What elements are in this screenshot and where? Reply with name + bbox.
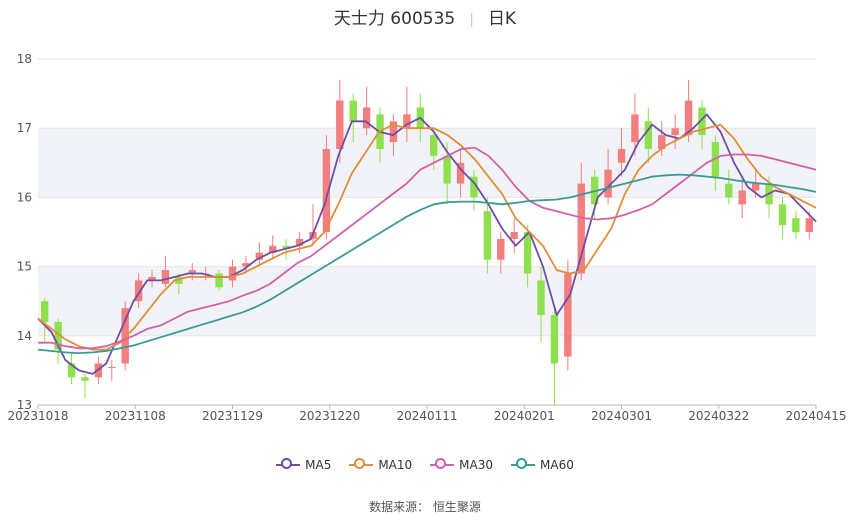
candle-body	[604, 169, 612, 198]
candle-body	[658, 135, 666, 149]
grid-band	[38, 128, 816, 198]
candle-body	[456, 162, 465, 184]
data-source: 数据来源： 恒生聚源	[0, 498, 850, 515]
legend-label-ma10: MA10	[378, 458, 413, 472]
candle-body	[805, 218, 813, 232]
chart-title: 天士力 600535 | 日K	[0, 4, 850, 29]
candle-body	[523, 232, 532, 274]
y-tick-label: 13	[17, 398, 32, 412]
candle-body	[751, 183, 760, 191]
candle-body	[510, 232, 518, 239]
candle-body	[41, 301, 49, 322]
candle-body	[537, 280, 545, 316]
candle-body	[148, 276, 156, 281]
y-tick-label: 18	[17, 52, 32, 66]
legend-swatch-ma30	[430, 458, 455, 472]
y-tick-label: 15	[17, 260, 32, 274]
candle-body	[188, 270, 196, 274]
candle-body	[349, 100, 357, 122]
legend-swatch-ma5	[276, 458, 301, 472]
period-label: 日K	[487, 9, 517, 29]
y-tick-label: 16	[17, 190, 32, 204]
legend-swatch-ma10	[349, 458, 374, 472]
legend-label-ma60: MA60	[540, 458, 574, 472]
candle-body	[403, 114, 411, 129]
legend-item-ma60[interactable]: MA60	[511, 458, 574, 472]
candle-body	[67, 363, 76, 378]
candle-body	[550, 315, 559, 364]
series-line-ma60	[37, 173, 817, 355]
series-line-ma30	[38, 146, 817, 350]
x-tick-label: 20240301	[591, 409, 652, 423]
x-tick-label: 20231018	[7, 409, 68, 423]
candle-body	[631, 114, 639, 143]
legend-label-ma5: MA5	[305, 458, 332, 472]
legend-dot-ma5	[281, 458, 293, 469]
title-separator: |	[469, 12, 474, 28]
x-tick-label: 20231129	[202, 409, 263, 423]
candle-body	[778, 204, 787, 226]
candle-body	[564, 273, 572, 357]
legend-dot-ma60	[516, 458, 528, 469]
source-value: 恒生聚源	[432, 500, 481, 514]
series-line-ma10	[37, 123, 817, 351]
candle-body	[175, 276, 183, 284]
candle-body	[470, 176, 478, 198]
candle-body	[577, 183, 585, 274]
candle-body	[134, 280, 143, 302]
source-label: 数据来源：	[369, 500, 430, 514]
legend-item-ma30[interactable]: MA30	[430, 458, 493, 472]
candle-body	[295, 238, 304, 246]
candle-body	[81, 377, 89, 381]
candle-body	[336, 100, 344, 149]
x-tick-label: 20240415	[785, 409, 846, 423]
candle-body	[644, 121, 653, 149]
candle-body	[483, 211, 492, 260]
legend-item-ma10[interactable]: MA10	[349, 458, 412, 472]
candle-body	[497, 238, 505, 260]
legend-dot-ma30	[435, 458, 447, 469]
candle-body	[430, 135, 438, 156]
candle-body	[443, 155, 451, 184]
y-tick-label: 17	[17, 121, 32, 135]
candle-body	[322, 148, 331, 232]
candle-body	[121, 308, 129, 364]
x-tick-label: 20240322	[688, 409, 749, 423]
candle-body	[54, 321, 62, 350]
legend-label-ma30: MA30	[459, 458, 494, 472]
x-tick-label: 20240111	[396, 409, 457, 423]
candle-body	[108, 366, 116, 368]
candle-body	[389, 121, 398, 143]
candle-body	[269, 245, 277, 253]
candle-body	[792, 218, 800, 232]
candle-body	[255, 252, 264, 260]
candle-body	[215, 273, 223, 288]
legend-item-ma5[interactable]: MA5	[276, 458, 331, 472]
stock-name-code: 天士力 600535	[333, 9, 456, 29]
y-tick-label: 14	[17, 329, 32, 343]
x-tick-label: 20231220	[299, 409, 360, 423]
candle-body	[161, 270, 170, 284]
candle-body	[738, 190, 746, 205]
candle-body	[725, 183, 733, 198]
legend: MA5 MA10 MA30 MA60	[0, 458, 850, 472]
candle-body	[684, 100, 693, 136]
x-tick-label: 20231108	[105, 409, 166, 423]
candle-body	[242, 263, 250, 267]
candle-body	[282, 245, 290, 250]
candle-body	[698, 107, 706, 136]
x-tick-label: 20240201	[494, 409, 555, 423]
candle-body	[671, 128, 679, 136]
legend-dot-ma10	[354, 458, 366, 469]
candlestick-chart: 13 14 15 16 17 18 20231018 20231108 20231129 2023…	[7, 52, 846, 423]
legend-swatch-ma60	[511, 458, 536, 472]
series-line-ma5	[37, 113, 817, 375]
candle-body	[362, 107, 371, 129]
candle-body	[617, 148, 626, 163]
candle-body	[228, 266, 237, 281]
